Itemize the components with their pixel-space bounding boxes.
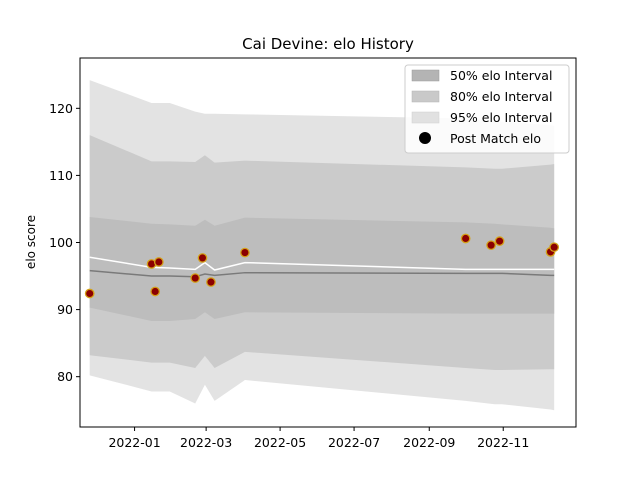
trend-lines — [89, 256, 555, 278]
median-line — [89, 269, 555, 278]
post-match-point — [190, 273, 201, 283]
legend-swatch-50 — [411, 69, 440, 82]
x-tick-label: 2022-05 — [254, 435, 306, 450]
post-match-point — [486, 240, 496, 251]
band-50 — [89, 217, 555, 321]
post-match-point — [84, 288, 95, 299]
post-match-point — [197, 253, 208, 263]
legend-label-80: 80% elo Interval — [450, 89, 552, 104]
x-tick-label: 2022-09 — [403, 435, 455, 450]
mean-elo-line — [89, 256, 555, 271]
y-tick-label: 80 — [57, 369, 73, 384]
legend-marker-post-match — [419, 132, 431, 144]
post-match-point — [549, 242, 560, 253]
post-match-point — [150, 286, 161, 297]
x-tick-label: 2022-03 — [180, 435, 232, 450]
y-tick-label: 120 — [49, 101, 73, 116]
x-axis-ticks: 2022-01 2022-03 2022-05 2022-07 2022-09 2022-… — [108, 427, 529, 450]
post-match-points — [84, 233, 560, 299]
y-tick-label: 100 — [49, 235, 73, 250]
interval-bands — [89, 80, 555, 411]
post-match-point — [494, 236, 505, 247]
post-match-point — [240, 247, 250, 258]
legend-label-post-match: Post Match elo — [450, 131, 541, 146]
y-tick-label: 90 — [57, 302, 73, 317]
x-tick-label: 2022-11 — [477, 435, 529, 450]
post-match-point — [206, 277, 216, 287]
legend-label-95: 95% elo Interval — [450, 110, 552, 125]
x-tick-label: 2022-01 — [108, 435, 160, 450]
post-match-point — [153, 257, 164, 267]
y-axis-label: elo score — [24, 215, 38, 269]
x-tick-label: 2022-07 — [328, 435, 380, 450]
chart-title: Cai Devine: elo History — [242, 35, 414, 53]
post-match-point — [460, 233, 471, 244]
legend-swatch-95 — [411, 111, 440, 124]
legend-label-50: 50% elo Interval — [450, 68, 552, 83]
legend-frame — [404, 64, 570, 154]
y-axis-ticks: 80 90 100 110 120 — [49, 101, 80, 384]
y-tick-label: 110 — [49, 168, 73, 183]
legend-swatch-80 — [411, 90, 440, 103]
legend: 50% elo Interval 80% elo Interval 95% el… — [404, 64, 570, 154]
